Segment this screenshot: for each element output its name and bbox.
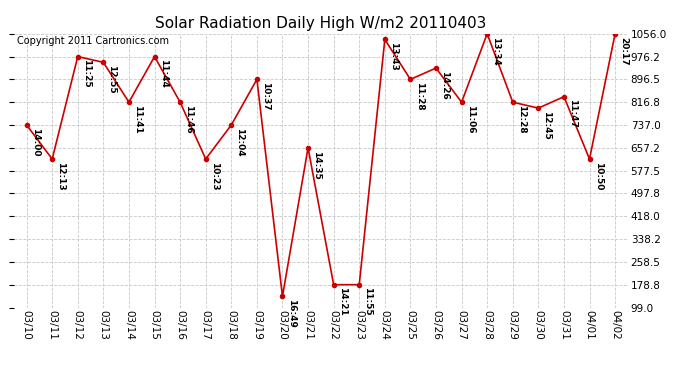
Text: 11:28: 11:28 [415,82,424,111]
Text: 10:23: 10:23 [210,162,219,190]
Text: 12:28: 12:28 [517,105,526,134]
Text: 10:37: 10:37 [261,82,270,111]
Text: 11:41: 11:41 [133,105,142,134]
Text: 14:26: 14:26 [440,71,449,100]
Text: 12:55: 12:55 [108,65,117,94]
Text: 14:35: 14:35 [312,151,322,179]
Text: 20:17: 20:17 [619,36,629,65]
Text: 11:25: 11:25 [82,59,91,88]
Text: 13:43: 13:43 [389,42,398,71]
Text: 12:45: 12:45 [542,111,551,140]
Text: 11:55: 11:55 [364,288,373,316]
Text: 16:49: 16:49 [286,299,295,328]
Text: 12:04: 12:04 [235,128,244,156]
Text: 14:21: 14:21 [338,288,347,316]
Text: 11:06: 11:06 [466,105,475,134]
Text: 11:44: 11:44 [159,59,168,88]
Text: 11:46: 11:46 [184,105,193,134]
Text: 11:47: 11:47 [568,99,577,128]
Text: 12:13: 12:13 [57,162,66,190]
Text: 10:50: 10:50 [593,162,602,190]
Text: 14:00: 14:00 [31,128,40,156]
Text: Copyright 2011 Cartronics.com: Copyright 2011 Cartronics.com [17,36,169,46]
Text: 13:34: 13:34 [491,36,500,65]
Title: Solar Radiation Daily High W/m2 20110403: Solar Radiation Daily High W/m2 20110403 [155,16,486,31]
